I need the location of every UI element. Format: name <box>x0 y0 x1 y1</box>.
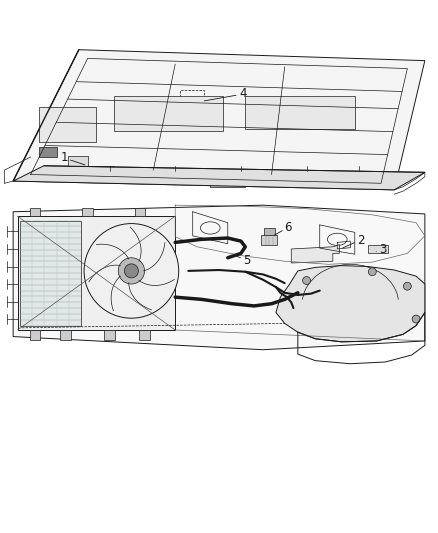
Circle shape <box>303 277 311 285</box>
Text: 4: 4 <box>239 87 247 100</box>
Text: 1: 1 <box>61 151 69 164</box>
Polygon shape <box>291 245 339 263</box>
Bar <box>30 330 40 340</box>
Bar <box>104 330 115 340</box>
Bar <box>210 176 245 187</box>
Bar <box>261 235 277 246</box>
Polygon shape <box>20 221 81 326</box>
Text: 2: 2 <box>357 233 364 247</box>
Bar <box>96 166 114 174</box>
Circle shape <box>368 268 376 276</box>
Bar <box>39 147 57 157</box>
Circle shape <box>118 258 145 284</box>
Bar <box>245 96 355 128</box>
Bar <box>39 107 96 142</box>
Bar <box>114 96 223 131</box>
Circle shape <box>403 282 411 290</box>
Bar <box>30 208 40 216</box>
Polygon shape <box>276 265 425 342</box>
Bar <box>82 208 93 216</box>
Text: 6: 6 <box>284 221 292 234</box>
Circle shape <box>84 223 179 318</box>
Bar <box>264 229 275 235</box>
Text: 5: 5 <box>243 254 250 267</box>
Bar <box>139 330 150 340</box>
Bar <box>135 208 145 216</box>
Circle shape <box>124 264 138 278</box>
Polygon shape <box>13 205 425 350</box>
Bar <box>68 156 88 166</box>
Text: 3: 3 <box>379 244 386 256</box>
Polygon shape <box>13 166 425 190</box>
Circle shape <box>412 315 420 323</box>
Bar <box>368 245 388 253</box>
Bar <box>180 91 204 103</box>
Polygon shape <box>13 50 425 190</box>
Bar <box>307 171 324 179</box>
Bar <box>60 330 71 340</box>
Polygon shape <box>18 216 175 330</box>
Bar <box>180 105 199 111</box>
